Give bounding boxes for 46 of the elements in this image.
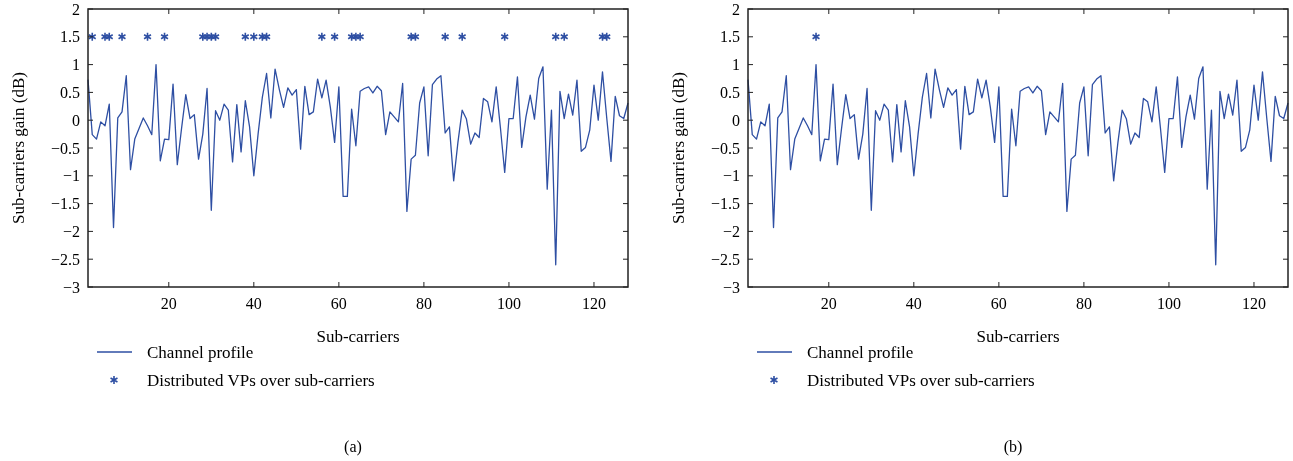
y-tick-label: −3	[62, 278, 80, 296]
line-series	[747, 63, 1289, 266]
y-tick-label: −3	[722, 278, 740, 296]
y-tick-label: 0	[72, 111, 80, 129]
y-tick-label: −2	[62, 223, 80, 240]
y-tick-label: 1.5	[720, 28, 740, 46]
x-tick-label: 120	[1241, 295, 1266, 312]
x-tick-label: 60	[330, 295, 347, 312]
y-tick-label: −0.5	[710, 139, 740, 157]
y-tick-label: −0.5	[50, 139, 80, 157]
y-tick-label: 0.5	[60, 84, 80, 101]
y-tick-label: −1.5	[50, 195, 80, 213]
line-series	[87, 63, 629, 266]
x-tick-label: 100	[496, 295, 521, 312]
legend-label: Distributed VPs over sub-carriers	[807, 370, 1035, 390]
legend-label: Channel profile	[147, 342, 254, 362]
y-tick-label: 1	[72, 56, 80, 74]
y-tick-label: −1	[62, 167, 80, 185]
x-tick-label: 20	[160, 295, 177, 312]
x-tick-label: 80	[1075, 295, 1092, 312]
x-axis-title: Sub-carriers	[976, 327, 1060, 346]
legend-label: Channel profile	[807, 342, 914, 362]
y-tick-label: 2	[732, 0, 740, 18]
y-axis-title: Sub-carriers gain (dB)	[669, 71, 688, 225]
x-tick-label: 40	[905, 295, 922, 312]
y-tick-label: 0	[732, 111, 740, 129]
x-tick-label: 20	[820, 295, 837, 312]
text: (a)	[344, 437, 362, 456]
text: (b)	[1003, 437, 1023, 456]
y-tick-label: −2.5	[50, 250, 80, 268]
y-tick-label: 1.5	[60, 28, 80, 46]
x-tick-label: 100	[1156, 295, 1181, 312]
y-tick-label: 2	[72, 0, 80, 18]
x-tick-label: 80	[415, 295, 432, 312]
x-tick-label: 40	[245, 295, 262, 312]
y-tick-label: −1	[722, 167, 740, 185]
x-tick-label: 120	[581, 295, 606, 312]
y-tick-label: 1	[732, 56, 740, 74]
y-tick-label: −2.5	[710, 250, 740, 268]
x-tick-label: 60	[990, 295, 1007, 312]
y-tick-label: −2	[722, 223, 740, 240]
legend-label: Distributed VPs over sub-carriers	[147, 370, 375, 390]
y-tick-label: −1.5	[710, 195, 740, 213]
x-axis-title: Sub-carriers	[316, 327, 400, 346]
y-tick-label: 0.5	[720, 84, 740, 101]
y-axis-title: Sub-carriers gain (dB)	[9, 71, 28, 225]
